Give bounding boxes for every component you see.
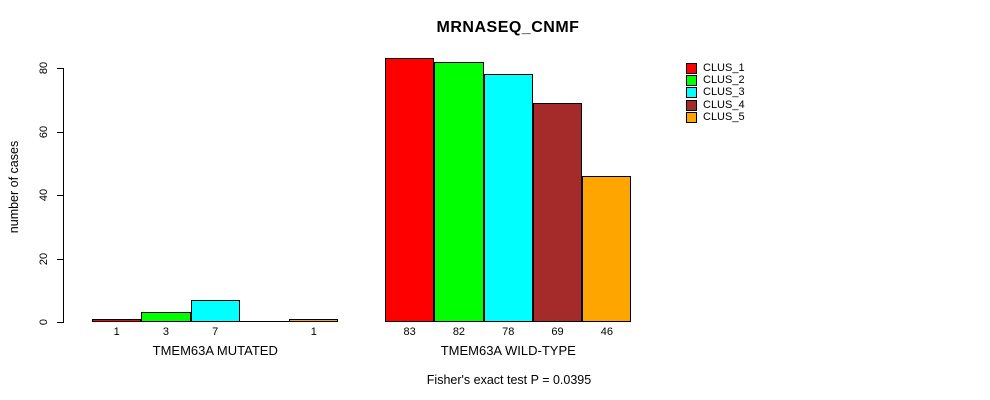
bar-value-label: 82 bbox=[452, 326, 466, 338]
bar-value-label: 83 bbox=[403, 326, 416, 338]
legend-row: CLUS_3 bbox=[686, 86, 745, 99]
legend-label: CLUS_4 bbox=[703, 98, 745, 111]
legend-label: CLUS_3 bbox=[703, 86, 745, 99]
bar-value-label: 78 bbox=[502, 326, 515, 338]
bar-clus_1-group2 bbox=[385, 58, 435, 322]
y-axis-label: number of cases bbox=[7, 140, 21, 234]
y-axis-line bbox=[63, 68, 64, 323]
legend-swatch-clus_4 bbox=[686, 99, 697, 111]
legend-row: CLUS_1 bbox=[686, 63, 745, 74]
legend-row: CLUS_2 bbox=[686, 74, 745, 87]
bar-clus_4-group2 bbox=[532, 102, 583, 322]
y-tick bbox=[57, 68, 63, 69]
legend-row: CLUS_4 bbox=[686, 98, 745, 111]
bar-clus_2-group2 bbox=[434, 61, 484, 322]
bar-clus_1-group1 bbox=[92, 318, 142, 322]
legend-label: CLUS_2 bbox=[703, 74, 745, 87]
y-tick-label: 60 bbox=[38, 125, 50, 138]
y-tick-label: 80 bbox=[38, 61, 50, 75]
bar-value-label: 46 bbox=[600, 326, 613, 338]
bar-clus_3-group2 bbox=[483, 74, 533, 322]
legend: CLUS_1 CLUS_2 CLUS_3 CLUS_4 CLUS_5 bbox=[686, 63, 745, 124]
legend-swatch-clus_2 bbox=[686, 75, 697, 87]
legend-row: CLUS_5 bbox=[686, 110, 745, 123]
group-label: TMEM63A WILD-TYPE bbox=[440, 343, 576, 358]
legend-swatch-clus_3 bbox=[686, 87, 697, 99]
bar-clus_2-group1 bbox=[141, 312, 191, 322]
bar-clus_5-group1 bbox=[289, 318, 339, 322]
y-tick-label: 0 bbox=[38, 318, 50, 326]
y-tick bbox=[57, 131, 63, 133]
bar-value-label: 7 bbox=[212, 326, 219, 338]
fisher-test-annotation: Fisher's exact test P = 0.0395 bbox=[426, 373, 592, 387]
bar-value-label: 3 bbox=[162, 326, 169, 338]
legend-label: CLUS_5 bbox=[703, 110, 745, 123]
group-label: TMEM63A MUTATED bbox=[152, 343, 278, 358]
bar-value-label: 1 bbox=[113, 326, 120, 338]
bar-value-label: 69 bbox=[551, 326, 564, 338]
bar-clus_5-group2 bbox=[582, 175, 632, 322]
y-tick bbox=[57, 195, 63, 196]
legend-swatch-clus_1 bbox=[686, 63, 697, 74]
chart-title: MRNASEQ_CNMF bbox=[436, 19, 580, 36]
bar-clus_3-group1 bbox=[190, 299, 240, 322]
y-tick bbox=[57, 258, 63, 260]
y-tick-label: 20 bbox=[38, 252, 50, 265]
legend-swatch-clus_5 bbox=[686, 111, 697, 123]
bar-zero-clus_4-group1 bbox=[239, 321, 290, 322]
bar-value-label: 1 bbox=[310, 326, 317, 338]
y-tick-label: 40 bbox=[38, 188, 50, 202]
legend-label: CLUS_1 bbox=[703, 62, 745, 74]
y-tick bbox=[57, 322, 63, 323]
